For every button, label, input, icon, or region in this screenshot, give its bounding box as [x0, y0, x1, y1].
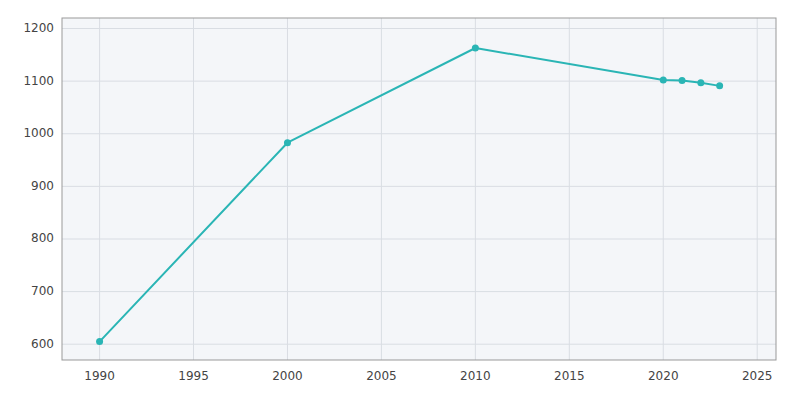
- x-grid-line: [663, 18, 664, 360]
- plot-background: [62, 18, 776, 360]
- point: [284, 139, 291, 146]
- x-grid-line: [287, 18, 288, 360]
- y-grid-line: [62, 28, 776, 29]
- grid: [62, 18, 776, 360]
- x-grid-line: [757, 18, 758, 360]
- axes: 600 700 800 900 1000 1100 1200 1990 1995 2000 2005…: [23, 21, 772, 383]
- y-tick-label: 1000: [23, 126, 54, 140]
- x-tick-label: 2020: [648, 369, 679, 383]
- x-grid-line: [99, 18, 100, 360]
- point: [716, 82, 723, 89]
- y-tick-label: 800: [31, 231, 54, 245]
- y-grid-line: [62, 344, 776, 345]
- point: [697, 79, 704, 86]
- y-tick-label: 900: [31, 179, 54, 193]
- y-tick-label: 700: [31, 284, 54, 298]
- chart-container: 600 700 800 900 1000 1100 1200 1990 1995 2000 2005…: [0, 0, 800, 400]
- y-grid-line: [62, 291, 776, 292]
- point: [660, 77, 667, 84]
- x-tick-label: 2010: [460, 369, 491, 383]
- x-grid-line: [381, 18, 382, 360]
- x-grid-line: [193, 18, 194, 360]
- x-tick-label: 1990: [84, 369, 115, 383]
- series: [96, 44, 723, 345]
- y-tick-label: 600: [31, 337, 54, 351]
- x-tick-label: 2015: [554, 369, 585, 383]
- x-grid-line: [569, 18, 570, 360]
- y-grid-line: [62, 186, 776, 187]
- point: [96, 338, 103, 345]
- y-tick-label: 1200: [23, 21, 54, 35]
- y-tick-label: 1100: [23, 74, 54, 88]
- chart: 600 700 800 900 1000 1100 1200 1990 1995 2000 2005…: [0, 0, 800, 400]
- y-grid-line: [62, 238, 776, 239]
- x-tick-label: 1995: [178, 369, 209, 383]
- x-tick-label: 2025: [742, 369, 773, 383]
- y-grid-line: [62, 133, 776, 134]
- x-tick-label: 2000: [272, 369, 303, 383]
- x-tick-label: 2005: [366, 369, 397, 383]
- x-grid-line: [475, 18, 476, 360]
- plot-frame: [62, 18, 776, 360]
- line: [100, 48, 720, 342]
- point: [679, 77, 686, 84]
- point: [472, 44, 479, 51]
